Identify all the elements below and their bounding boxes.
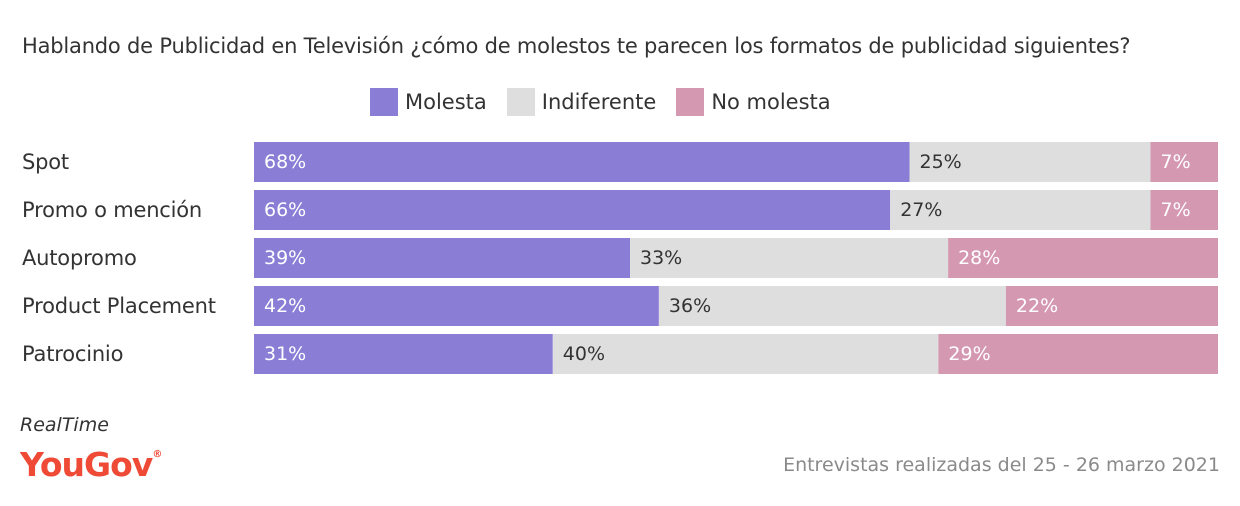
yougov-logo: YouGov®: [20, 445, 162, 484]
bar-product-placement-no-molesta: [1005, 286, 1218, 326]
data-label-product-placement-indiferente: 36%: [669, 295, 711, 317]
bar-promo-o-mencion-molesta: [254, 190, 891, 230]
bar-promo-o-mencion-no-molesta: [1150, 190, 1218, 230]
data-label-promo-o-mencion-molesta: 66%: [264, 199, 306, 221]
source-brand: RealTime: [20, 414, 109, 436]
bar-patrocinio-no-molesta: [938, 334, 1218, 374]
data-label-promo-o-mencion-no-molesta: 7%: [1161, 199, 1191, 221]
stacked-bar-chart: 68% 25% 7% 66% 27% 7% 39% 33% 28% 42% 36% 22% 31% 40%…: [254, 142, 1218, 374]
category-label-patrocinio: Patrocinio: [22, 342, 124, 366]
category-label-spot: Spot: [22, 150, 69, 174]
data-label-spot-no-molesta: 7%: [1161, 151, 1191, 173]
legend-label-molesta: Molesta: [405, 90, 487, 114]
bar-product-placement-indiferente: [658, 286, 1006, 326]
bar-autopromo-no-molesta: [948, 238, 1218, 278]
data-label-autopromo-no-molesta: 28%: [958, 247, 1000, 269]
legend-swatch-indiferente: [506, 88, 535, 116]
legend-swatch-molesta: [370, 88, 398, 116]
logo-text: YouGov: [20, 445, 153, 484]
data-label-patrocinio-molesta: 31%: [264, 343, 306, 365]
bar-spot-molesta: [254, 142, 910, 182]
data-label-spot-indiferente: 25%: [920, 151, 962, 173]
data-label-patrocinio-no-molesta: 29%: [948, 343, 990, 365]
survey-date-note: Entrevistas realizadas del 25 - 26 marzo…: [783, 454, 1220, 476]
data-label-patrocinio-indiferente: 40%: [563, 343, 605, 365]
category-label-promo-o-mencion: Promo o mención: [22, 198, 203, 222]
bar-patrocinio-molesta: [254, 334, 553, 374]
bar-autopromo-molesta: [254, 238, 630, 278]
legend-swatch-no-molesta: [676, 88, 705, 116]
category-label-autopromo: Autopromo: [22, 246, 137, 270]
data-label-promo-o-mencion-indiferente: 27%: [900, 199, 942, 221]
bar-autopromo-indiferente: [630, 238, 949, 278]
chart-legend: Molesta Indiferente No molesta: [370, 86, 851, 118]
chart-title: Hablando de Publicidad en Televisión ¿có…: [22, 34, 1131, 58]
legend-label-indiferente: Indiferente: [541, 90, 657, 114]
data-label-product-placement-molesta: 42%: [264, 295, 306, 317]
category-label-product-placement: Product Placement: [22, 294, 216, 318]
bar-product-placement-molesta: [254, 286, 659, 326]
data-label-spot-molesta: 68%: [264, 151, 306, 173]
bar-promo-o-mencion-indiferente: [890, 190, 1151, 230]
data-label-autopromo-molesta: 39%: [264, 247, 306, 269]
legend-label-no-molesta: No molesta: [711, 90, 831, 114]
legend-item-no-molesta: No molesta: [676, 88, 831, 116]
legend-item-molesta: Molesta: [370, 88, 487, 116]
bar-patrocinio-indiferente: [552, 334, 939, 374]
logo-registered-mark: ®: [152, 449, 163, 460]
legend-item-indiferente: Indiferente: [506, 88, 657, 116]
data-label-autopromo-indiferente: 33%: [640, 247, 682, 269]
data-label-product-placement-no-molesta: 22%: [1016, 295, 1058, 317]
bar-spot-no-molesta: [1150, 142, 1218, 182]
bar-spot-indiferente: [909, 142, 1151, 182]
